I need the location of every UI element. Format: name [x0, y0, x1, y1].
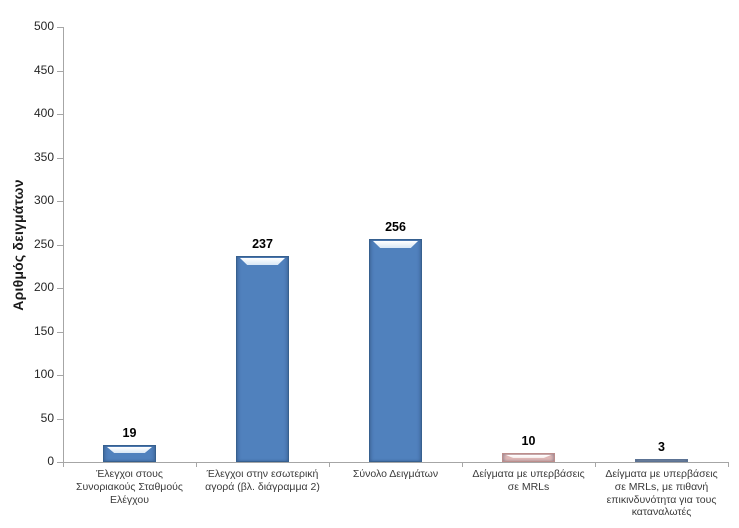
- bar: [369, 239, 422, 462]
- x-category-label: Δείγματα με υπερβάσεις σε MRLs: [472, 468, 585, 493]
- bar: [502, 453, 555, 462]
- y-tick-label: 500: [33, 19, 54, 33]
- x-tick-mark: [196, 462, 197, 467]
- y-tick-label: 150: [33, 324, 54, 338]
- y-tick-label: 400: [33, 106, 54, 120]
- y-tick-mark: [57, 332, 63, 333]
- y-tick-mark: [57, 245, 63, 246]
- bar-value-label: 19: [122, 426, 137, 440]
- y-tick-label: 300: [33, 193, 54, 207]
- x-tick-mark: [462, 462, 463, 467]
- x-tick-mark: [728, 462, 729, 467]
- bar: [236, 256, 289, 462]
- x-category-label: Έλεγχοι στους Συνοριακούς Σταθμούς Ελέγχ…: [76, 468, 183, 506]
- y-tick-label: 0: [47, 454, 54, 468]
- x-tick-mark: [595, 462, 596, 467]
- y-tick-mark: [57, 158, 63, 159]
- bar-bevel-highlight: [107, 447, 152, 453]
- bar: [635, 459, 688, 462]
- bar-bevel-highlight: [506, 455, 551, 458]
- y-tick-label: 50: [40, 411, 54, 425]
- bar-value-label: 256: [385, 220, 406, 234]
- bar-value-label: 237: [252, 237, 273, 251]
- y-tick-mark: [57, 288, 63, 289]
- bar: [103, 445, 156, 462]
- x-tick-mark: [63, 462, 64, 467]
- y-tick-mark: [57, 201, 63, 202]
- bar-bevel-highlight: [373, 241, 418, 248]
- y-tick-label: 200: [33, 280, 54, 294]
- y-tick-mark: [57, 462, 63, 463]
- y-tick-mark: [57, 375, 63, 376]
- y-tick-mark: [57, 419, 63, 420]
- x-axis-line: [63, 462, 729, 463]
- x-tick-mark: [329, 462, 330, 467]
- x-category-label: Έλεγχοι στην εσωτερική αγορά (βλ. διάγρα…: [205, 468, 320, 493]
- x-category-label: Δείγματα με υπερβάσεις σε MRLs, με πιθαν…: [605, 468, 718, 519]
- x-category-label: Σύνολο Δειγμάτων: [352, 468, 439, 480]
- bar-value-label: 10: [521, 434, 536, 448]
- bar-bevel-highlight: [240, 258, 285, 265]
- y-tick-mark: [57, 27, 63, 28]
- y-axis-line: [63, 27, 64, 463]
- y-tick-label: 450: [33, 63, 54, 77]
- y-tick-mark: [57, 71, 63, 72]
- y-tick-mark: [57, 114, 63, 115]
- y-tick-label: 100: [33, 367, 54, 381]
- y-tick-label: 350: [33, 150, 54, 164]
- y-tick-label: 250: [33, 237, 54, 251]
- bar-value-label: 3: [658, 440, 665, 454]
